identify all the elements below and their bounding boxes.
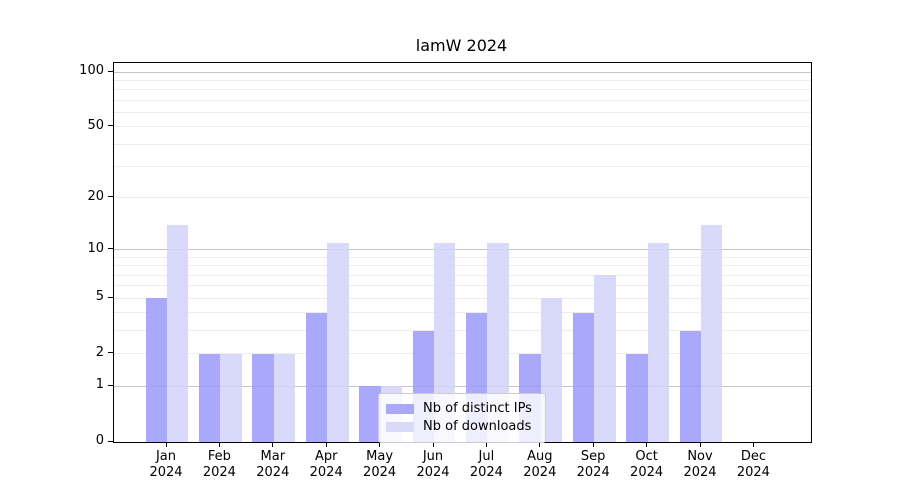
gridline-minor [114,111,811,113]
bar-distinct-ips [626,353,648,442]
gridline-minor [114,197,811,199]
bar-downloads [701,224,723,442]
gridline-minor [114,297,811,299]
legend-swatch-distinct-ips [386,404,414,414]
bar-downloads [327,242,349,442]
bar-distinct-ips [359,386,381,442]
x-tick-mark [592,442,594,447]
x-tick-label: Jul 2024 [469,449,503,480]
gridline-minor [114,330,811,332]
gridline-minor [114,256,811,258]
y-tick-mark [108,248,113,250]
gridline-minor [114,143,811,145]
legend-label-distinct-ips: Nb of distinct IPs [423,401,532,416]
legend-item-downloads: Nb of downloads [386,419,537,435]
bar-downloads [434,242,456,442]
gridline-minor [114,89,811,91]
y-tick-mark [108,440,113,442]
bar-downloads [167,224,189,442]
x-tick-label: Jun 2024 [416,449,450,480]
y-tick-mark [108,384,113,386]
y-tick-label: 20 [87,188,104,204]
gridline-major [114,385,811,387]
y-tick-label: 2 [95,344,104,360]
bar-downloads [487,242,509,442]
gridline-minor [114,126,811,128]
x-tick-label: Sep 2024 [576,449,610,480]
x-tick-mark [272,442,274,447]
chart-title: lamW 2024 [415,36,508,55]
y-tick-mark [108,296,113,298]
y-tick-mark [108,125,113,127]
x-tick-label: Dec 2024 [736,449,770,480]
legend-item-distinct-ips: Nb of distinct IPs [386,401,537,417]
bar-distinct-ips [145,298,167,442]
legend: Nb of distinct IPs Nb of downloads [378,393,546,443]
x-tick-mark [325,442,327,447]
x-tick-mark [218,442,220,447]
bar-distinct-ips [572,312,595,442]
x-tick-label: Oct 2024 [630,449,664,480]
bar-distinct-ips [199,353,221,442]
x-tick-mark [379,442,381,447]
gridline-minor [114,79,811,81]
gridline-minor [114,285,811,287]
y-tick-mark [108,352,113,354]
gridline-minor [114,353,811,355]
bar-distinct-ips [252,353,274,442]
gridline-minor [114,265,811,267]
x-tick-mark [752,442,754,447]
legend-swatch-downloads [386,422,414,432]
y-tick-label: 50 [87,117,104,133]
x-tick-label: Aug 2024 [523,449,557,480]
bar-downloads [594,275,616,442]
bar-downloads [273,353,296,442]
x-tick-label: Jan 2024 [149,449,183,480]
bar-downloads [540,298,563,442]
y-tick-label: 1 [95,377,104,393]
gridline-major [114,249,811,251]
x-tick-label: Feb 2024 [202,449,236,480]
gridline-minor [114,99,811,101]
bar-distinct-ips [305,312,328,442]
x-tick-label: Mar 2024 [256,449,290,480]
x-tick-mark [699,442,701,447]
x-tick-mark [539,442,541,447]
x-tick-label: Apr 2024 [309,449,343,480]
gridline-minor [114,166,811,168]
x-tick-label: May 2024 [363,449,397,480]
gridline-major [114,71,811,73]
y-tick-mark [108,70,113,72]
x-tick-mark [432,442,434,447]
y-tick-mark [108,196,113,198]
legend-label-downloads: Nb of downloads [423,419,532,434]
y-tick-label: 0 [95,433,104,448]
bar-downloads [647,242,669,442]
x-tick-label: Nov 2024 [683,449,717,480]
bar-distinct-ips [679,330,701,442]
plot-area [113,62,812,443]
y-tick-label: 5 [95,289,104,305]
y-tick-label: 100 [79,63,104,78]
y-tick-label: 10 [87,240,104,256]
x-tick-mark [485,442,487,447]
gridline-minor [114,312,811,314]
x-tick-mark [646,442,648,447]
gridline-minor [114,274,811,276]
bar-downloads [220,353,242,442]
x-tick-mark [165,442,167,447]
